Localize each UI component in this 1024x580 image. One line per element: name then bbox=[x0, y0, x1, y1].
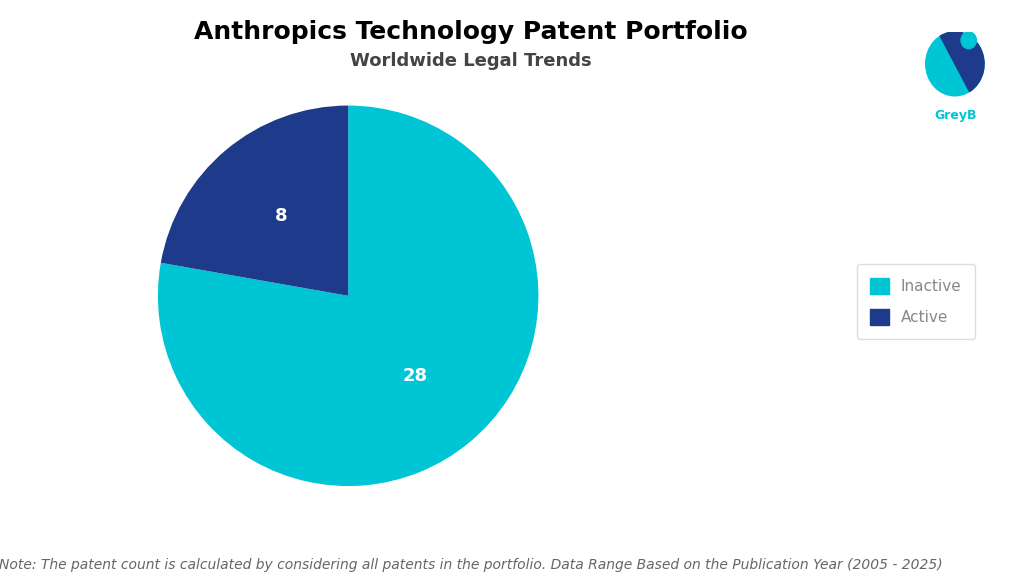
Text: 28: 28 bbox=[402, 367, 428, 385]
Wedge shape bbox=[940, 32, 984, 92]
Text: Worldwide Legal Trends: Worldwide Legal Trends bbox=[350, 52, 592, 70]
Circle shape bbox=[961, 32, 976, 49]
Text: Anthropics Technology Patent Portfolio: Anthropics Technology Patent Portfolio bbox=[195, 20, 748, 44]
Circle shape bbox=[926, 32, 984, 96]
Legend: Inactive, Active: Inactive, Active bbox=[857, 264, 976, 339]
Text: GreyB: GreyB bbox=[934, 110, 977, 122]
Text: Note: The patent count is calculated by considering all patents in the portfolio: Note: The patent count is calculated by … bbox=[0, 559, 943, 572]
Text: 8: 8 bbox=[274, 206, 287, 224]
Wedge shape bbox=[158, 106, 539, 486]
Wedge shape bbox=[161, 106, 348, 296]
